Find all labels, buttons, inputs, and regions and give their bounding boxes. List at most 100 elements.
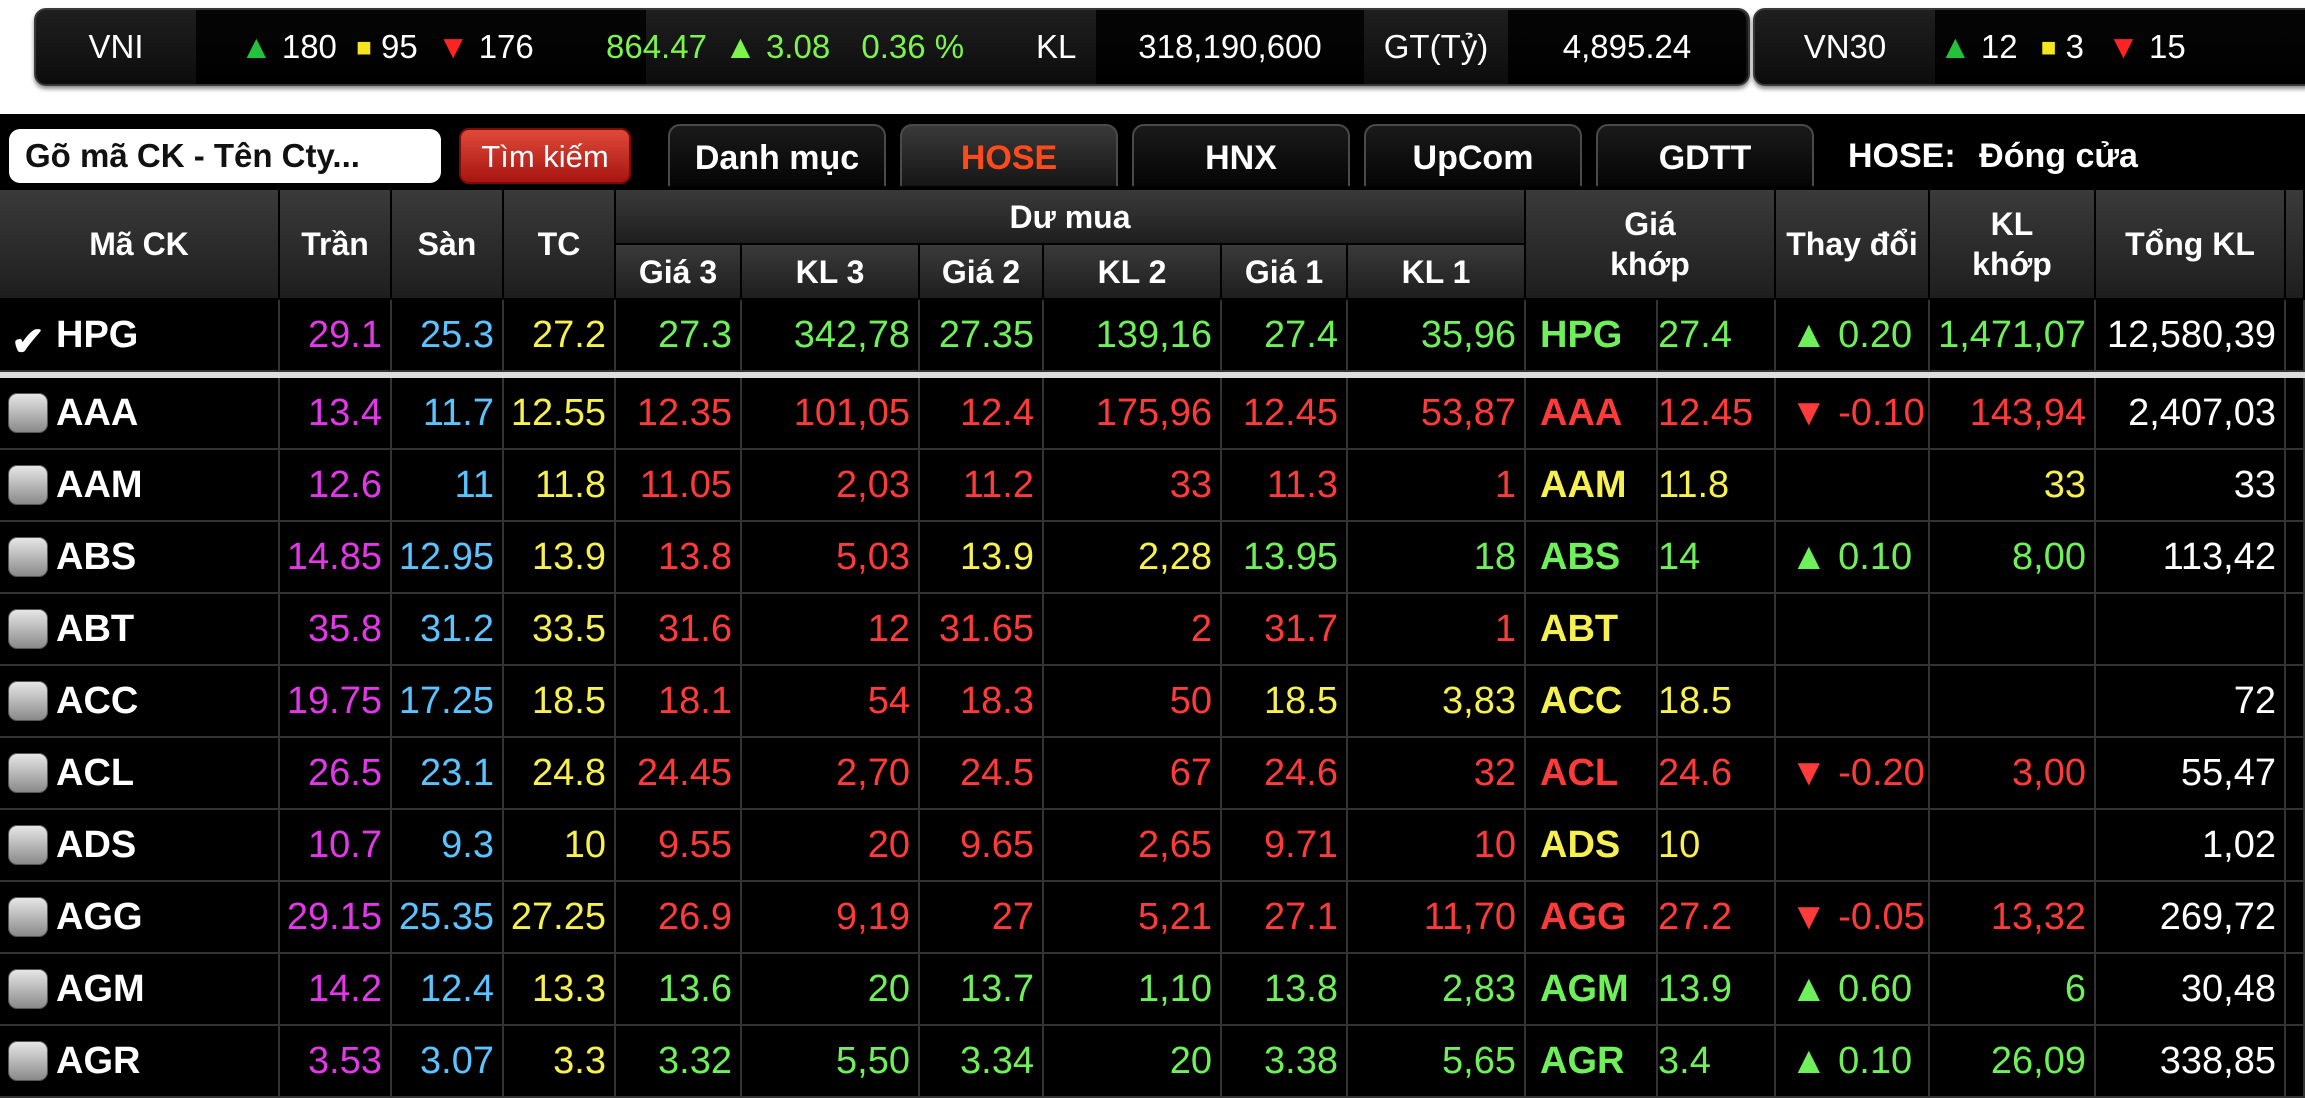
change-value: 0.20 xyxy=(1838,314,1913,356)
symbol-label: ACC xyxy=(56,680,139,722)
symbol-label: AAM xyxy=(56,464,143,506)
checkbox-icon[interactable] xyxy=(8,393,48,433)
table-row[interactable]: ADS 10.7 9.3 10 9.55 20 9.65 2,65 9.71 10 ADS 10 1,0… xyxy=(0,810,2305,882)
header-gia3[interactable]: Giá 3 xyxy=(616,245,742,300)
cell-k2: 50 xyxy=(1044,666,1222,738)
tab-gdtt[interactable]: GDTT xyxy=(1596,124,1814,186)
header-gia1[interactable]: Giá 1 xyxy=(1222,245,1348,300)
cell-k2: 2 xyxy=(1044,594,1222,666)
header-ma-ck[interactable]: Mã CK xyxy=(0,190,280,300)
cell-mvol: 143,94 xyxy=(1930,378,2096,450)
tab-danh-muc[interactable]: Danh mục xyxy=(668,124,886,186)
symbol-label: AGR xyxy=(56,1040,141,1082)
cell-san: 3.07 xyxy=(392,1026,504,1098)
header-kl2[interactable]: KL 2 xyxy=(1044,245,1222,300)
header-kl3[interactable]: KL 3 xyxy=(742,245,920,300)
cell-tran: 3.53 xyxy=(280,1026,392,1098)
cell-k1: 2,83 xyxy=(1348,954,1526,1026)
table-row[interactable]: ABT 35.8 31.2 33.5 31.6 12 31.65 2 31.7 1 ABT xyxy=(0,594,2305,666)
cell-g1: 13.95 xyxy=(1222,522,1348,594)
vni-value-traded: 4,895.24 xyxy=(1508,10,1746,84)
table-row[interactable]: ACC 19.75 17.25 18.5 18.1 54 18.3 50 18.5 3,83 ACC… xyxy=(0,666,2305,738)
checkbox-icon[interactable] xyxy=(8,537,48,577)
checkbox-icon[interactable] xyxy=(8,465,48,505)
header-tc[interactable]: TC xyxy=(504,190,616,300)
checkbox-icon[interactable] xyxy=(8,609,48,649)
index-bar: VNI ▲ 180 ■ 95 ▼ 176 864.47 ▲ 3.08 0.36 … xyxy=(0,0,2305,114)
cell-tc: 13.9 xyxy=(504,522,616,594)
cell-mprice xyxy=(1658,594,1776,666)
cell-g1: 31.7 xyxy=(1222,594,1348,666)
up-arrow-icon: ▲ xyxy=(724,28,757,65)
table-row[interactable]: AGM 14.2 12.4 13.3 13.6 20 13.7 1,10 13.8 2,83 AGM… xyxy=(0,954,2305,1026)
table-row[interactable]: ACL 26.5 23.1 24.8 24.45 2,70 24.5 67 24.6 32 ACL 2… xyxy=(0,738,2305,810)
market-status-value: Đóng cửa xyxy=(1979,137,2138,175)
header-scroll-edge xyxy=(2286,190,2305,300)
table-row[interactable]: ✔ HPG 29.1 25.3 27.2 27.3 342,78 27.35 139,16 27.… xyxy=(0,300,2305,378)
change-value: 0.10 xyxy=(1838,1040,1913,1082)
cell-mprice: 24.6 xyxy=(1658,738,1776,810)
header-thay-doi[interactable]: Thay đổi xyxy=(1776,190,1930,300)
table-row[interactable]: ABS 14.85 12.95 13.9 13.8 5,03 13.9 2,28 13.95 18… xyxy=(0,522,2305,594)
header-kl1[interactable]: KL 1 xyxy=(1348,245,1526,300)
cell-tran: 19.75 xyxy=(280,666,392,738)
cell-san: 12.4 xyxy=(392,954,504,1026)
search-button[interactable]: Tìm kiếm xyxy=(459,128,631,184)
tab-hose[interactable]: HOSE xyxy=(900,124,1118,186)
table-row[interactable]: AGR 3.53 3.07 3.3 3.32 5,50 3.34 20 3.38 5,65 AGR 3… xyxy=(0,1026,2305,1098)
cell-symbol: ✔ HPG xyxy=(0,300,280,372)
change-value: -0.05 xyxy=(1838,896,1925,938)
cell-total: 113,42 xyxy=(2096,522,2286,594)
cell-k2: 1,10 xyxy=(1044,954,1222,1026)
cell-mvol xyxy=(1930,594,2096,666)
tab-upcom[interactable]: UpCom xyxy=(1364,124,1582,186)
row-edge xyxy=(2286,1026,2305,1098)
cell-change xyxy=(1776,666,1930,738)
cell-g2: 13.7 xyxy=(920,954,1044,1026)
cell-total: 30,48 xyxy=(2096,954,2286,1026)
cell-k3: 101,05 xyxy=(742,378,920,450)
checkbox-icon[interactable] xyxy=(8,969,48,1009)
cell-msym: HPG xyxy=(1526,300,1658,372)
symbol-label: ADS xyxy=(56,824,137,866)
vni-index-panel[interactable]: VNI ▲ 180 ■ 95 ▼ 176 864.47 ▲ 3.08 0.36 … xyxy=(34,8,1750,86)
cell-msym: ADS xyxy=(1526,810,1658,882)
cell-symbol: AGR xyxy=(0,1026,280,1098)
table-row[interactable]: AGG 29.15 25.35 27.25 26.9 9,19 27 5,21 27.1 11,7… xyxy=(0,882,2305,954)
checked-checkbox-icon[interactable]: ✔ xyxy=(11,320,45,364)
cell-mprice: 18.5 xyxy=(1658,666,1776,738)
cell-g2: 9.65 xyxy=(920,810,1044,882)
table-row[interactable]: AAA 13.4 11.7 12.55 12.35 101,05 12.4 175,96 12.… xyxy=(0,378,2305,450)
cell-g3: 12.35 xyxy=(616,378,742,450)
checkbox-icon[interactable] xyxy=(8,1041,48,1081)
header-kl-khop[interactable]: KL khớp xyxy=(1930,190,2096,300)
vni-value-group: 864.47 ▲ 3.08 0.36 % xyxy=(606,10,1026,84)
checkbox-icon[interactable] xyxy=(8,897,48,937)
cell-g3: 9.55 xyxy=(616,810,742,882)
header-san[interactable]: Sàn xyxy=(392,190,504,300)
stock-search-input[interactable]: Gõ mã CK - Tên Cty... xyxy=(9,129,441,183)
checkbox-icon[interactable] xyxy=(8,753,48,793)
checkbox-icon[interactable] xyxy=(8,825,48,865)
header-gia2[interactable]: Giá 2 xyxy=(920,245,1044,300)
cell-k2: 33 xyxy=(1044,450,1222,522)
cell-g1: 24.6 xyxy=(1222,738,1348,810)
cell-tran: 26.5 xyxy=(280,738,392,810)
cell-mvol: 13,32 xyxy=(1930,882,2096,954)
header-gia-khop[interactable]: Giá khớp xyxy=(1526,190,1776,300)
table-row[interactable]: AAM 12.6 11 11.8 11.05 2,03 11.2 33 11.3 1 AAM 11.8… xyxy=(0,450,2305,522)
cell-tc: 11.8 xyxy=(504,450,616,522)
tab-hnx[interactable]: HNX xyxy=(1132,124,1350,186)
cell-k2: 67 xyxy=(1044,738,1222,810)
header-tran[interactable]: Trần xyxy=(280,190,392,300)
header-tong-kl[interactable]: Tổng KL xyxy=(2096,190,2286,300)
down-arrow-icon: ▼ xyxy=(1790,392,1839,434)
vni-change-pct: 0.36 % xyxy=(861,28,965,65)
cell-total: 2,407,03 xyxy=(2096,378,2286,450)
cell-change: ▲ 0.10 xyxy=(1776,1026,1930,1098)
vn30-index-panel[interactable]: VN30 ▲ 12 ■ 3 ▼ 15 xyxy=(1753,8,2305,86)
cell-change xyxy=(1776,810,1930,882)
cell-tc: 12.55 xyxy=(504,378,616,450)
checkbox-icon[interactable] xyxy=(8,681,48,721)
cell-k3: 5,03 xyxy=(742,522,920,594)
